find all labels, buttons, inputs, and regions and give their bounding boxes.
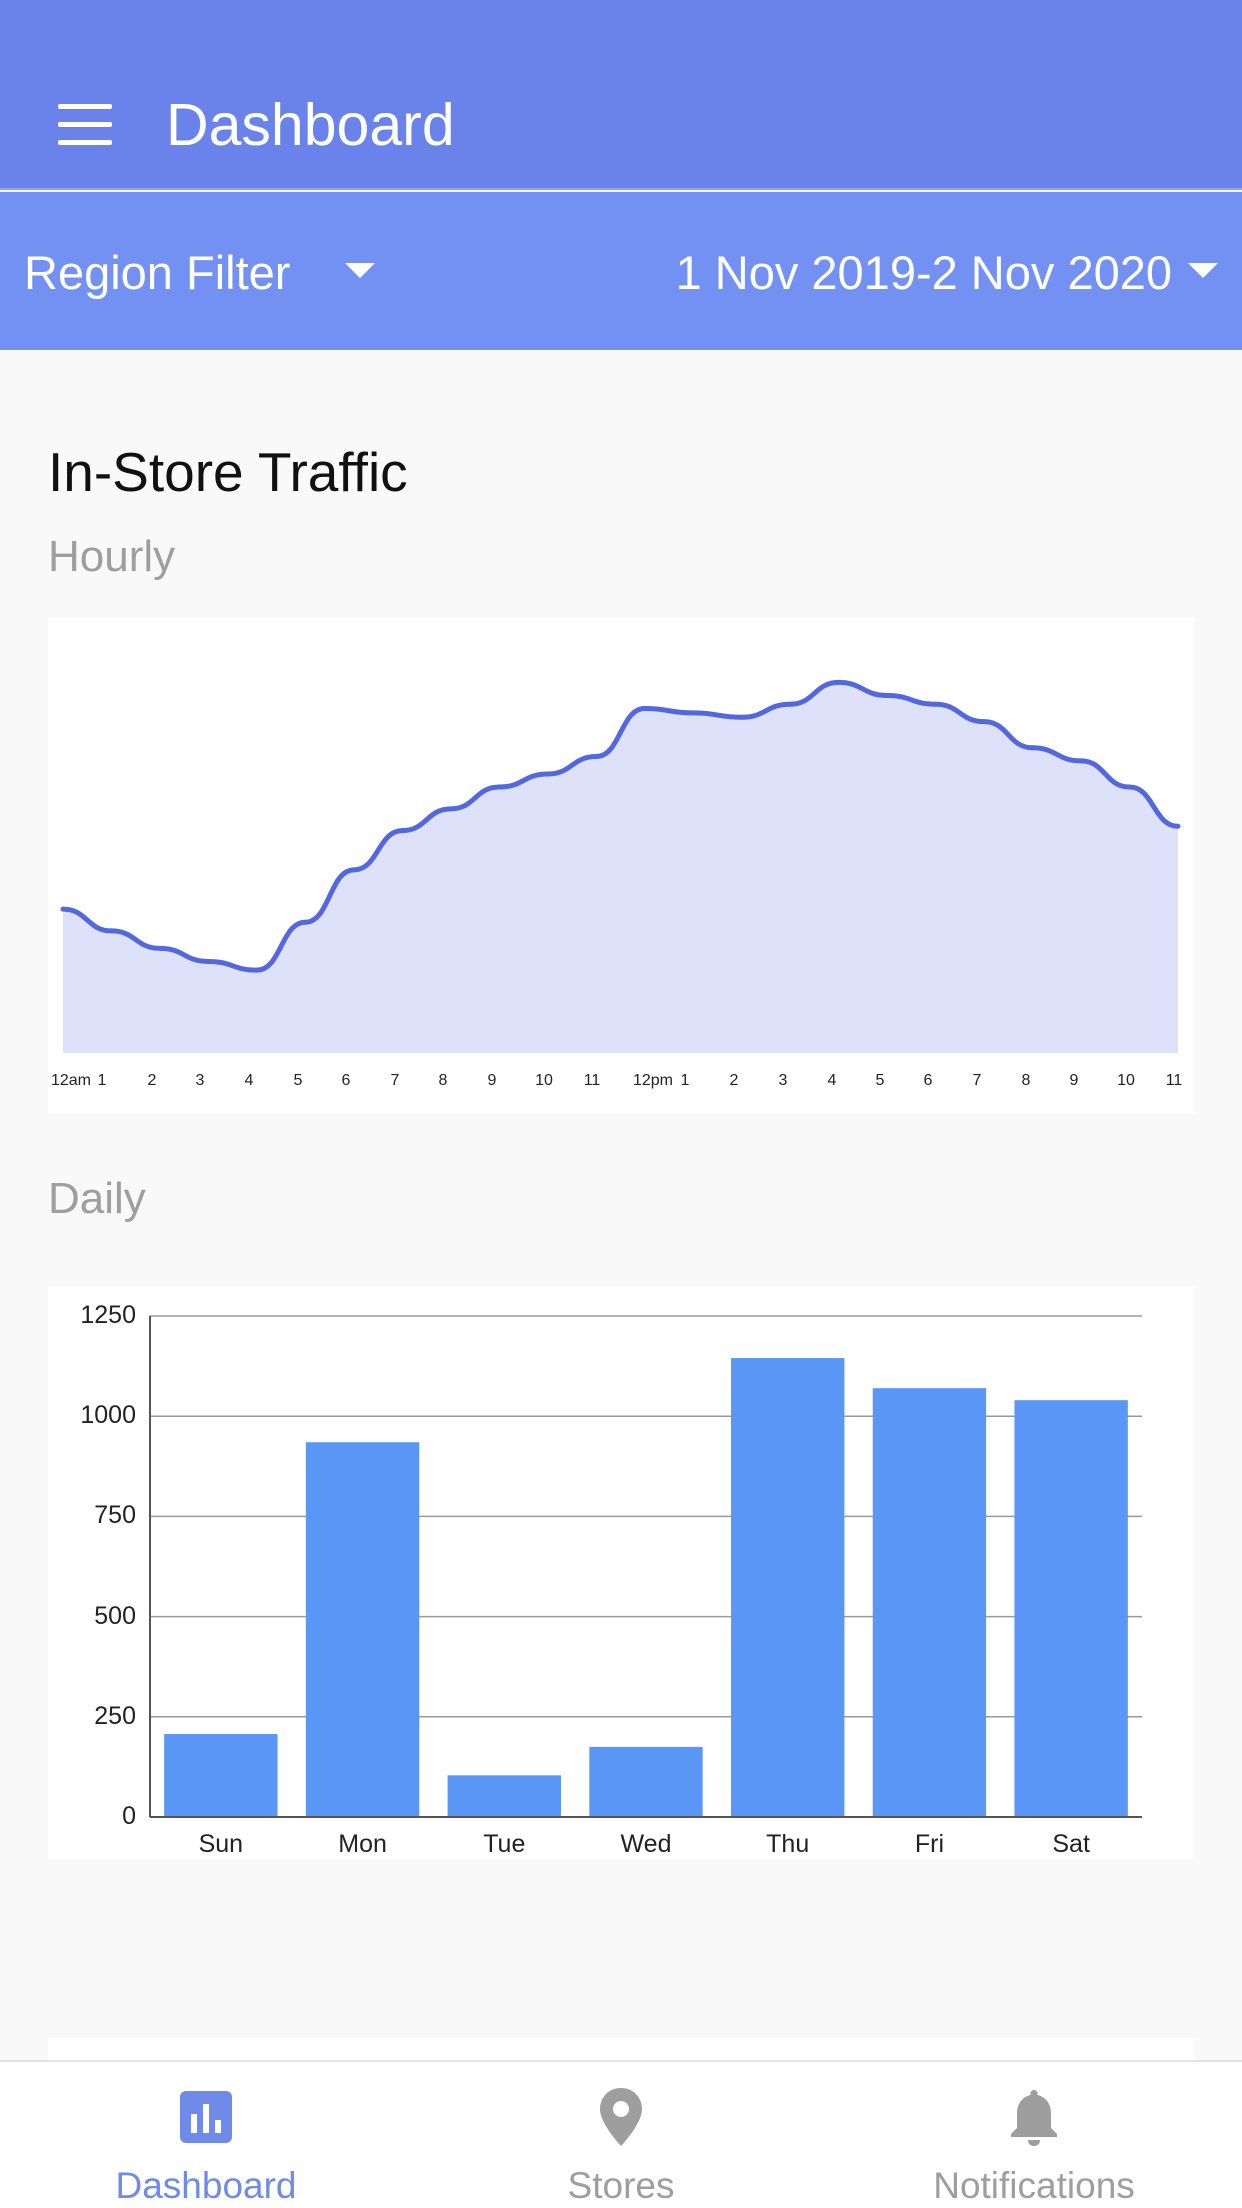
hourly-point bbox=[351, 867, 357, 873]
hourly-x-tick: 10 bbox=[535, 1072, 553, 1089]
y-axis-tick-label: 0 bbox=[122, 1802, 136, 1830]
y-axis-tick-label: 500 bbox=[94, 1601, 136, 1630]
x-axis-category-label: Wed bbox=[620, 1830, 672, 1858]
x-axis-category-label: Sun bbox=[198, 1830, 244, 1858]
map-pin-icon bbox=[600, 2088, 642, 2146]
hourly-point bbox=[690, 710, 696, 716]
x-axis-category-label: Mon bbox=[338, 1830, 387, 1858]
hourly-x-tick: 6 bbox=[341, 1072, 351, 1089]
hourly-x-tick: 4 bbox=[827, 1072, 837, 1089]
nav-label-dashboard: Dashboard bbox=[115, 2165, 297, 2206]
hourly-point bbox=[1078, 758, 1084, 764]
nav-dashboard[interactable]: Dashboard bbox=[56, 2082, 356, 2208]
bar-mon bbox=[305, 1442, 420, 1817]
hourly-point bbox=[1030, 745, 1036, 751]
hourly-x-tick: 5 bbox=[875, 1072, 885, 1089]
hourly-x-tick: 5 bbox=[293, 1072, 303, 1089]
hourly-point bbox=[399, 828, 405, 834]
hourly-point bbox=[981, 719, 987, 725]
daily-bar-chart bbox=[149, 1315, 1142, 1818]
x-axis-category-label: Tue bbox=[483, 1830, 526, 1858]
hourly-x-tick: 10 bbox=[1117, 1072, 1135, 1089]
hourly-point bbox=[108, 928, 114, 934]
hourly-x-tick: 1 bbox=[97, 1072, 107, 1089]
hourly-point bbox=[787, 701, 793, 707]
hourly-x-tick: 8 bbox=[438, 1072, 448, 1089]
hourly-point bbox=[302, 919, 308, 925]
hourly-x-tick: 2 bbox=[729, 1072, 739, 1089]
hourly-point bbox=[593, 754, 599, 760]
bar-chart-icon bbox=[180, 2091, 232, 2143]
hourly-x-tick: 6 bbox=[923, 1072, 933, 1089]
hourly-x-tick: 11 bbox=[1165, 1072, 1183, 1089]
hourly-x-tick: 8 bbox=[1021, 1072, 1031, 1089]
hourly-x-tick: 4 bbox=[244, 1072, 254, 1089]
x-axis-category-label: Sat bbox=[1052, 1830, 1090, 1858]
hourly-point bbox=[60, 906, 66, 912]
hourly-point bbox=[496, 784, 502, 790]
hourly-area-chart bbox=[60, 679, 1181, 1053]
hourly-point bbox=[205, 958, 211, 964]
hourly-point bbox=[1127, 784, 1133, 790]
hourly-chart-label: Hourly bbox=[48, 532, 176, 581]
hourly-point bbox=[157, 945, 163, 951]
hamburger-menu-icon[interactable] bbox=[56, 104, 116, 146]
hourly-x-tick: 11 bbox=[583, 1072, 601, 1089]
bar-wed bbox=[589, 1746, 703, 1817]
page-title: Dashboard bbox=[166, 92, 455, 158]
y-axis-tick-label: 250 bbox=[94, 1701, 136, 1730]
hourly-x-tick: 2 bbox=[147, 1072, 157, 1089]
date-range-dropdown[interactable]: 1 Nov 2019-2 Nov 2020 bbox=[675, 246, 1172, 299]
y-axis-tick-label: 1000 bbox=[80, 1401, 136, 1430]
region-filter-caret-icon[interactable] bbox=[345, 263, 375, 278]
hourly-x-tick: 12pm bbox=[632, 1072, 674, 1089]
hourly-x-tick: 7 bbox=[390, 1072, 400, 1089]
date-range-caret-icon[interactable] bbox=[1188, 263, 1218, 278]
bell-icon bbox=[1011, 2090, 1057, 2146]
hourly-point bbox=[739, 714, 745, 720]
hourly-x-tick: 7 bbox=[972, 1072, 982, 1089]
nav-label-stores: Stores bbox=[567, 2165, 675, 2206]
x-axis-category-label: Thu bbox=[766, 1830, 810, 1858]
hourly-x-tick: 9 bbox=[1069, 1072, 1079, 1089]
hourly-area-fill bbox=[63, 682, 1178, 1053]
x-axis-category-label: Fri bbox=[914, 1830, 944, 1858]
bar-sat bbox=[1014, 1400, 1128, 1817]
nav-stores[interactable]: Stores bbox=[471, 2082, 771, 2208]
hourly-x-tick: 12am bbox=[50, 1072, 92, 1089]
hourly-x-tick: 1 bbox=[680, 1072, 690, 1089]
hourly-point bbox=[545, 771, 551, 777]
bar-tue bbox=[447, 1775, 561, 1817]
daily-chart-label: Daily bbox=[48, 1174, 146, 1223]
hourly-x-tick: 9 bbox=[487, 1072, 497, 1089]
hourly-point bbox=[642, 706, 648, 712]
hourly-point bbox=[1175, 823, 1181, 829]
hourly-x-tick: 3 bbox=[778, 1072, 788, 1089]
nav-label-notifications: Notifications bbox=[933, 2165, 1135, 2206]
filter-bar bbox=[0, 192, 1242, 350]
hourly-point bbox=[884, 692, 890, 698]
section-title: In-Store Traffic bbox=[48, 441, 408, 503]
y-axis-tick-label: 750 bbox=[94, 1501, 136, 1530]
hourly-point bbox=[254, 967, 260, 973]
hourly-point bbox=[933, 701, 939, 707]
region-filter-dropdown[interactable]: Region Filter bbox=[24, 246, 291, 299]
bar-thu bbox=[731, 1358, 845, 1817]
app-bar bbox=[0, 0, 1242, 190]
bar-fri bbox=[872, 1388, 987, 1817]
hourly-point bbox=[448, 806, 454, 812]
bar-sun bbox=[164, 1734, 278, 1817]
y-axis-tick-label: 1250 bbox=[80, 1301, 136, 1329]
hourly-x-tick: 3 bbox=[195, 1072, 205, 1089]
hourly-point bbox=[836, 679, 842, 685]
nav-notifications[interactable]: Notifications bbox=[884, 2082, 1184, 2208]
